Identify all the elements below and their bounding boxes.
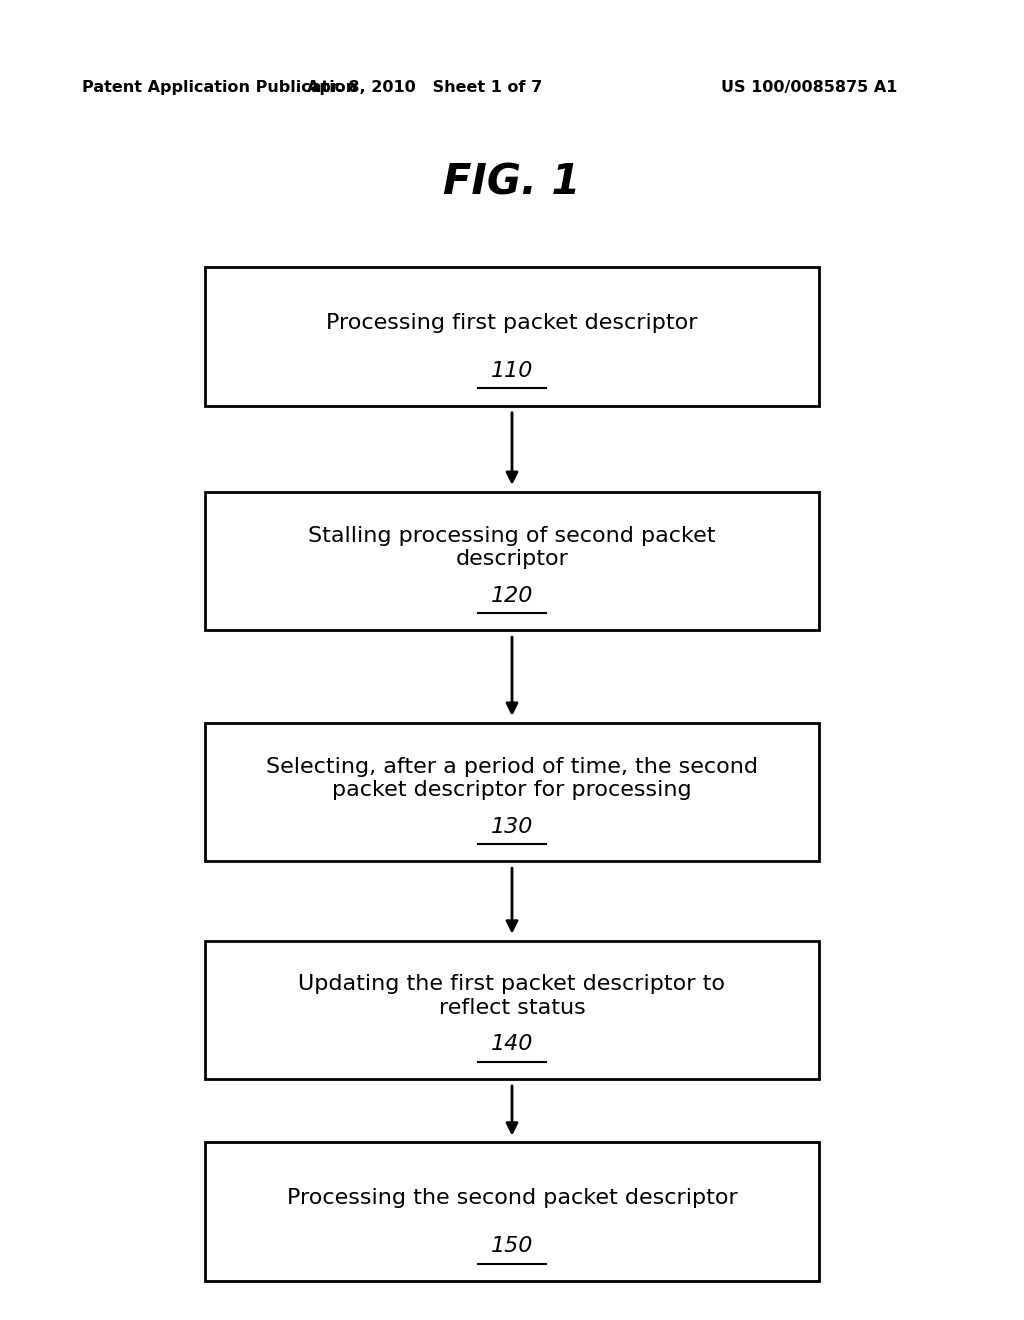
Bar (205, 723, 819, 861)
Text: Stalling processing of second packet
descriptor: Stalling processing of second packet des… (308, 525, 716, 569)
Text: 140: 140 (490, 1035, 534, 1055)
Text: Selecting, after a period of time, the second
packet descriptor for processing: Selecting, after a period of time, the s… (266, 756, 758, 800)
Text: 120: 120 (490, 586, 534, 606)
Text: Processing first packet descriptor: Processing first packet descriptor (327, 313, 697, 333)
Text: FIG. 1: FIG. 1 (443, 161, 581, 203)
Text: Apr. 8, 2010   Sheet 1 of 7: Apr. 8, 2010 Sheet 1 of 7 (307, 79, 543, 95)
Bar (205, 267, 819, 407)
Text: Processing the second packet descriptor: Processing the second packet descriptor (287, 1188, 737, 1208)
Text: 130: 130 (490, 817, 534, 837)
Bar (205, 940, 819, 1080)
Text: Updating the first packet descriptor to
reflect status: Updating the first packet descriptor to … (299, 974, 725, 1018)
Text: 110: 110 (490, 362, 534, 381)
Text: Patent Application Publication: Patent Application Publication (82, 79, 357, 95)
Text: US 100/0085875 A1: US 100/0085875 A1 (721, 79, 897, 95)
Bar (205, 1142, 819, 1280)
Text: 150: 150 (490, 1237, 534, 1257)
Bar (205, 492, 819, 631)
